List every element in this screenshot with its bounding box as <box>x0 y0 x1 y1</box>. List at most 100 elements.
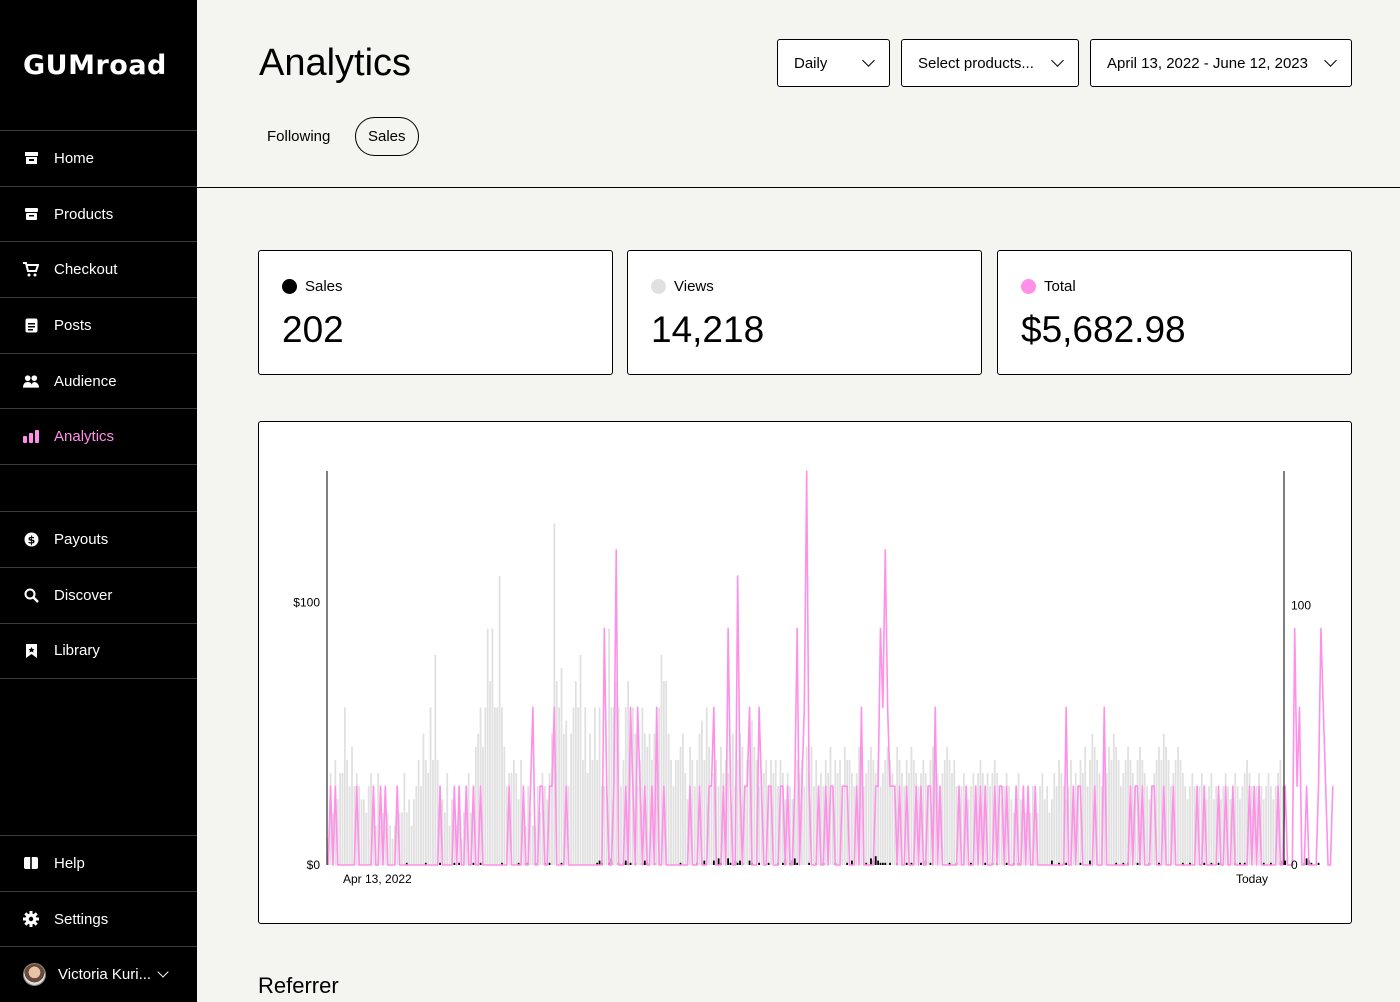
views-bar <box>751 720 753 865</box>
views-bar <box>646 746 649 865</box>
views-bar <box>489 681 491 865</box>
views-bar <box>370 773 372 865</box>
views-bar <box>1184 786 1187 865</box>
views-bar <box>510 773 513 865</box>
views-bar <box>667 733 670 865</box>
sidebar-item-discover[interactable]: Discover <box>0 568 197 624</box>
views-bar <box>384 825 387 865</box>
user-menu[interactable]: Victoria Kuri... <box>0 947 197 1002</box>
views-bar <box>572 707 575 865</box>
views-bar <box>436 759 439 865</box>
sales-bar <box>629 862 632 865</box>
sidebar-item-label: Discover <box>54 586 113 604</box>
views-bar <box>748 759 751 865</box>
views-bar <box>927 786 929 865</box>
views-bar <box>917 786 920 865</box>
sidebar-item-home[interactable]: Home <box>0 131 197 187</box>
date-range-value: April 13, 2022 - June 12, 2023 <box>1107 54 1308 72</box>
views-bar <box>558 707 560 865</box>
views-bar <box>541 773 544 865</box>
views-bar <box>351 746 353 865</box>
views-card: Views 14,218 <box>627 250 982 375</box>
views-bar <box>941 773 944 865</box>
sidebar-item-checkout[interactable]: Checkout <box>0 242 197 299</box>
tab-following[interactable]: Following <box>267 128 331 145</box>
sidebar-item-analytics[interactable]: Analytics <box>0 409 197 466</box>
views-bar <box>1253 799 1256 865</box>
sidebar-item-posts[interactable]: Posts <box>0 298 197 354</box>
sales-bar <box>884 862 887 865</box>
views-bar <box>1034 799 1037 865</box>
views-bar <box>439 786 441 865</box>
document-icon <box>23 317 39 333</box>
views-bar <box>496 707 499 865</box>
views-bar <box>922 759 925 865</box>
views-bar <box>1262 799 1265 865</box>
tab-sales[interactable]: Sales <box>355 117 419 156</box>
date-range-select[interactable]: April 13, 2022 - June 12, 2023 <box>1090 39 1352 87</box>
sales-bar <box>865 862 868 865</box>
products-select[interactable]: Select products... <box>901 39 1079 87</box>
views-bar <box>484 707 487 865</box>
views-bar <box>1177 746 1179 865</box>
views-bar <box>872 759 875 865</box>
views-bar <box>1150 786 1153 865</box>
views-bar <box>608 628 610 865</box>
views-bar <box>498 576 501 865</box>
sidebar-item-payouts[interactable]: $ Payouts <box>0 512 197 568</box>
sidebar-item-label: Payouts <box>54 530 109 548</box>
views-bar <box>520 759 522 865</box>
referrer-heading: Referrer <box>258 973 339 998</box>
views-bar <box>1255 786 1258 865</box>
sidebar-item-audience[interactable]: Audience <box>0 354 197 410</box>
period-value: Daily <box>794 54 828 72</box>
sidebar-item-label: Products <box>54 205 114 223</box>
views-bar <box>1243 773 1246 865</box>
views-bar <box>732 733 734 865</box>
views-bar <box>589 733 591 865</box>
total-label: Total <box>1021 278 1076 295</box>
sales-bar <box>910 862 913 865</box>
views-bar <box>808 773 810 865</box>
sales-bar <box>1136 862 1139 865</box>
products-value: Select products... <box>918 54 1034 72</box>
views-bar <box>853 786 856 865</box>
views-bar <box>1127 746 1129 865</box>
views-bar <box>532 825 534 865</box>
sidebar: GUMroad Home Products Checkout Posts Aud… <box>0 0 197 1002</box>
views-bar <box>858 746 860 865</box>
sidebar-item-help[interactable]: Help <box>0 836 197 892</box>
sidebar-item-products[interactable]: Products <box>0 187 197 243</box>
views-bar <box>934 759 937 865</box>
period-select[interactable]: Daily <box>777 39 890 87</box>
views-bar <box>577 707 580 865</box>
book-icon <box>23 855 39 871</box>
views-bar <box>660 654 663 865</box>
views-bar <box>553 523 556 865</box>
views-bar <box>1250 786 1253 865</box>
views-bar <box>836 773 839 865</box>
logo[interactable]: GUMroad <box>0 0 197 131</box>
sidebar-item-settings[interactable]: Settings <box>0 892 197 948</box>
views-bar <box>1231 786 1234 865</box>
analytics-chart[interactable]: $0 $100 0 100 Apr 13, 2022 Today <box>258 421 1352 924</box>
views-bar <box>1267 773 1270 865</box>
sales-bar <box>453 862 456 865</box>
sales-bar <box>517 862 520 865</box>
svg-text:$: $ <box>27 533 35 546</box>
sales-bar <box>1203 862 1206 865</box>
views-bar <box>972 773 975 865</box>
views-bar <box>636 786 639 865</box>
views-bar <box>515 773 518 865</box>
sidebar-item-library[interactable]: Library <box>0 624 197 680</box>
views-bar <box>777 786 780 865</box>
views-bar <box>610 707 613 865</box>
sidebar-item-label: Checkout <box>54 261 118 279</box>
views-bar <box>529 812 532 865</box>
views-bar <box>560 668 563 865</box>
views-bar <box>743 786 746 865</box>
views-bar <box>574 681 577 865</box>
views-bar <box>762 773 765 865</box>
avatar <box>23 963 46 987</box>
sidebar-spacer <box>0 465 197 513</box>
